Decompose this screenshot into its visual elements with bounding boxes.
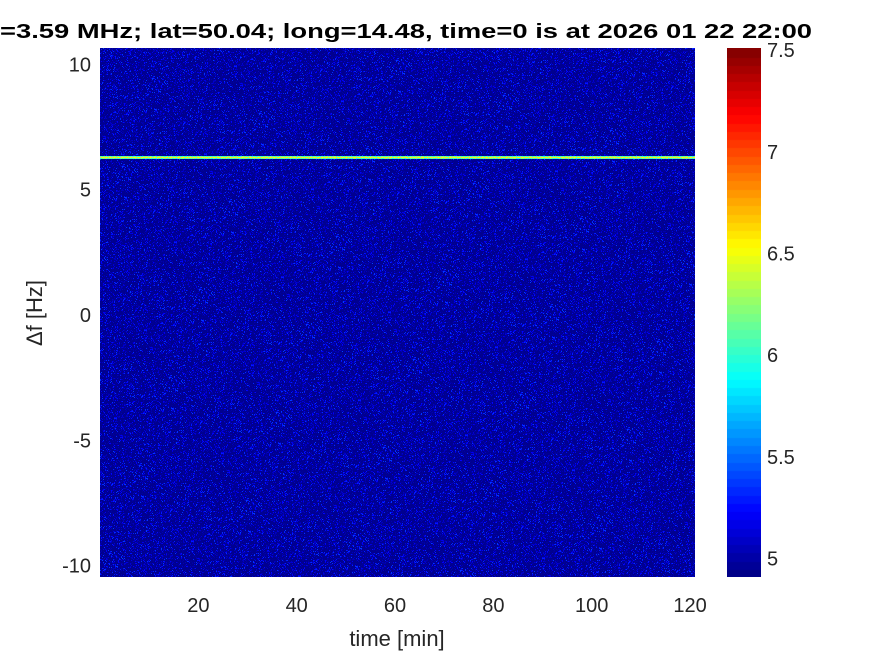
x-tick-label: 100 bbox=[575, 595, 608, 617]
colorbar-tick-label: 6.5 bbox=[767, 243, 795, 265]
y-tick-label: 10 bbox=[69, 54, 91, 76]
spectrogram-image bbox=[100, 48, 695, 577]
y-tick-label: -10 bbox=[62, 556, 91, 578]
x-tick-label: 40 bbox=[286, 595, 308, 617]
colorbar-tick-label: 7 bbox=[767, 142, 778, 164]
colorbar-tick-label: 6 bbox=[767, 345, 778, 367]
x-tick-label: 20 bbox=[187, 595, 209, 617]
x-tick-label: 120 bbox=[673, 595, 706, 617]
colorbar bbox=[727, 48, 761, 577]
y-tick-label: 0 bbox=[80, 305, 91, 327]
y-tick-label: -5 bbox=[73, 430, 91, 452]
y-tick-label: 5 bbox=[80, 180, 91, 202]
colorbar-tick-label: 7.5 bbox=[767, 40, 795, 62]
chart-title: =3.59 MHz; lat=50.04; long=14.48, time=0… bbox=[0, 21, 812, 43]
x-axis-label: time [min] bbox=[349, 626, 444, 651]
x-tick-label: 60 bbox=[384, 595, 406, 617]
x-tick-label: 80 bbox=[482, 595, 504, 617]
colorbar-tick-label: 5 bbox=[767, 549, 778, 571]
y-axis-label: Δf [Hz] bbox=[22, 280, 47, 346]
colorbar-tick-label: 5.5 bbox=[767, 447, 795, 469]
